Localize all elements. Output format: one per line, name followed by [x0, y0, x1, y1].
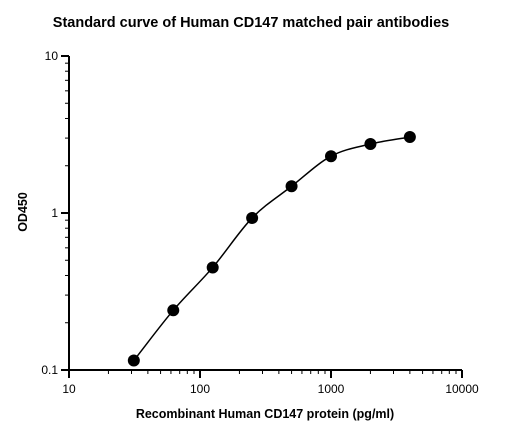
x-axis-label: Recombinant Human CD147 protein (pg/ml)	[136, 407, 394, 421]
data-points	[127, 130, 416, 367]
data-point	[364, 138, 377, 151]
y-axis-label: OD450	[16, 192, 30, 232]
y-tick-label: 0.1	[41, 363, 58, 377]
x-ticks: 10 100 1000 10000	[62, 370, 479, 396]
axes	[68, 56, 462, 371]
x-tick-label: 10	[62, 382, 76, 396]
chart-title: Standard curve of Human CD147 matched pa…	[53, 15, 449, 31]
fit-curve	[133, 136, 411, 361]
data-point	[127, 354, 140, 367]
data-point	[246, 211, 259, 224]
x-tick-label: 1000	[318, 382, 345, 396]
data-point	[325, 150, 337, 163]
y-tick-label: 1	[51, 206, 58, 220]
y-tick-label: 10	[45, 49, 59, 63]
y-ticks: 0.1 1 10	[41, 49, 69, 377]
x-tick-label: 10000	[445, 382, 479, 396]
x-tick-label: 100	[190, 382, 210, 396]
data-point	[285, 180, 298, 193]
data-point	[167, 304, 180, 317]
data-point	[206, 261, 219, 274]
data-point	[403, 130, 416, 143]
